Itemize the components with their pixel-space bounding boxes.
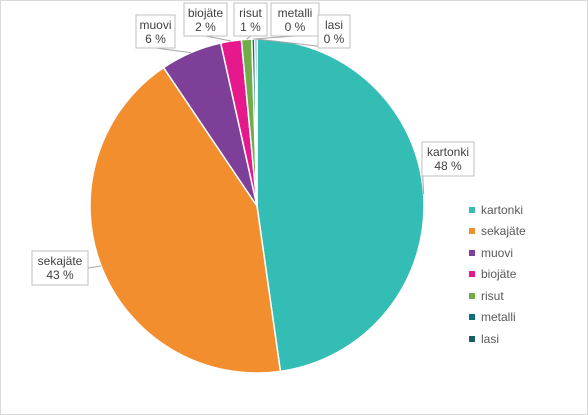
legend-item-risut: risut [469,285,579,307]
data-label-category-muovi: muovi [139,18,171,32]
data-label-box-biojäte [183,2,228,37]
data-label-value-lasi: 0 % [324,32,345,46]
legend: kartonki sekajäte muovi biojäte risut metalli… [469,199,579,350]
legend-swatch [469,271,475,278]
data-label-category-lasi: lasi [325,18,343,32]
legend-label: lasi [481,331,500,346]
pie-slice-sekajäte [89,66,282,374]
data-label-value-muovi: 6 % [145,32,166,46]
data-label-value-biojäte: 2 % [195,20,216,34]
legend-swatch [469,314,475,321]
data-label-category-risut: risut [239,6,262,20]
legend-item-kartonki: kartonki [469,199,579,221]
legend-item-sekajäte: sekajäte [469,221,579,243]
pie-slices [89,38,425,374]
data-label-category-biojäte: biojäte [188,6,224,20]
leader-line-muovi [155,47,192,54]
legend-label: risut [481,288,504,303]
data-label-box-sekajäte [31,250,89,286]
legend-swatch [469,228,475,235]
legend-item-biojäte: biojäte [469,264,579,286]
legend-item-metalli: metalli [469,307,579,329]
legend-label: sekajäte [481,224,526,239]
legend-label: muovi [481,245,514,260]
data-label-box-muovi [135,14,176,49]
legend-swatch [469,292,475,299]
legend-label: metalli [481,310,516,325]
legend-item-muovi: muovi [469,242,579,264]
data-label-box-metalli [270,2,320,37]
legend-swatch [469,335,475,342]
leader-line-sekajäte [87,265,102,269]
pie-slice-kartonki [256,38,425,373]
leader-line-biojäte [205,35,232,42]
legend-swatch [469,206,475,213]
legend-item-lasi: lasi [469,328,579,350]
data-label-category-sekajäte: sekajäte [38,254,83,268]
legend-swatch [469,249,475,256]
data-label-value-metalli: 0 % [285,20,306,34]
data-label-category-metalli: metalli [278,6,313,20]
legend-label: biojäte [481,267,517,282]
legend-label: kartonki [481,202,524,217]
data-label-box-lasi [317,14,351,49]
data-label-value-kartonki: 48 % [434,159,462,173]
data-label-box-risut [233,2,268,37]
data-label-value-sekajäte: 43 % [46,268,74,282]
data-label-box-kartonki [421,141,475,177]
data-label-category-kartonki: kartonki [427,145,469,159]
leader-line-metalli [253,35,296,40]
data-label-value-risut: 1 % [240,20,261,34]
leader-line-risut [246,35,251,40]
